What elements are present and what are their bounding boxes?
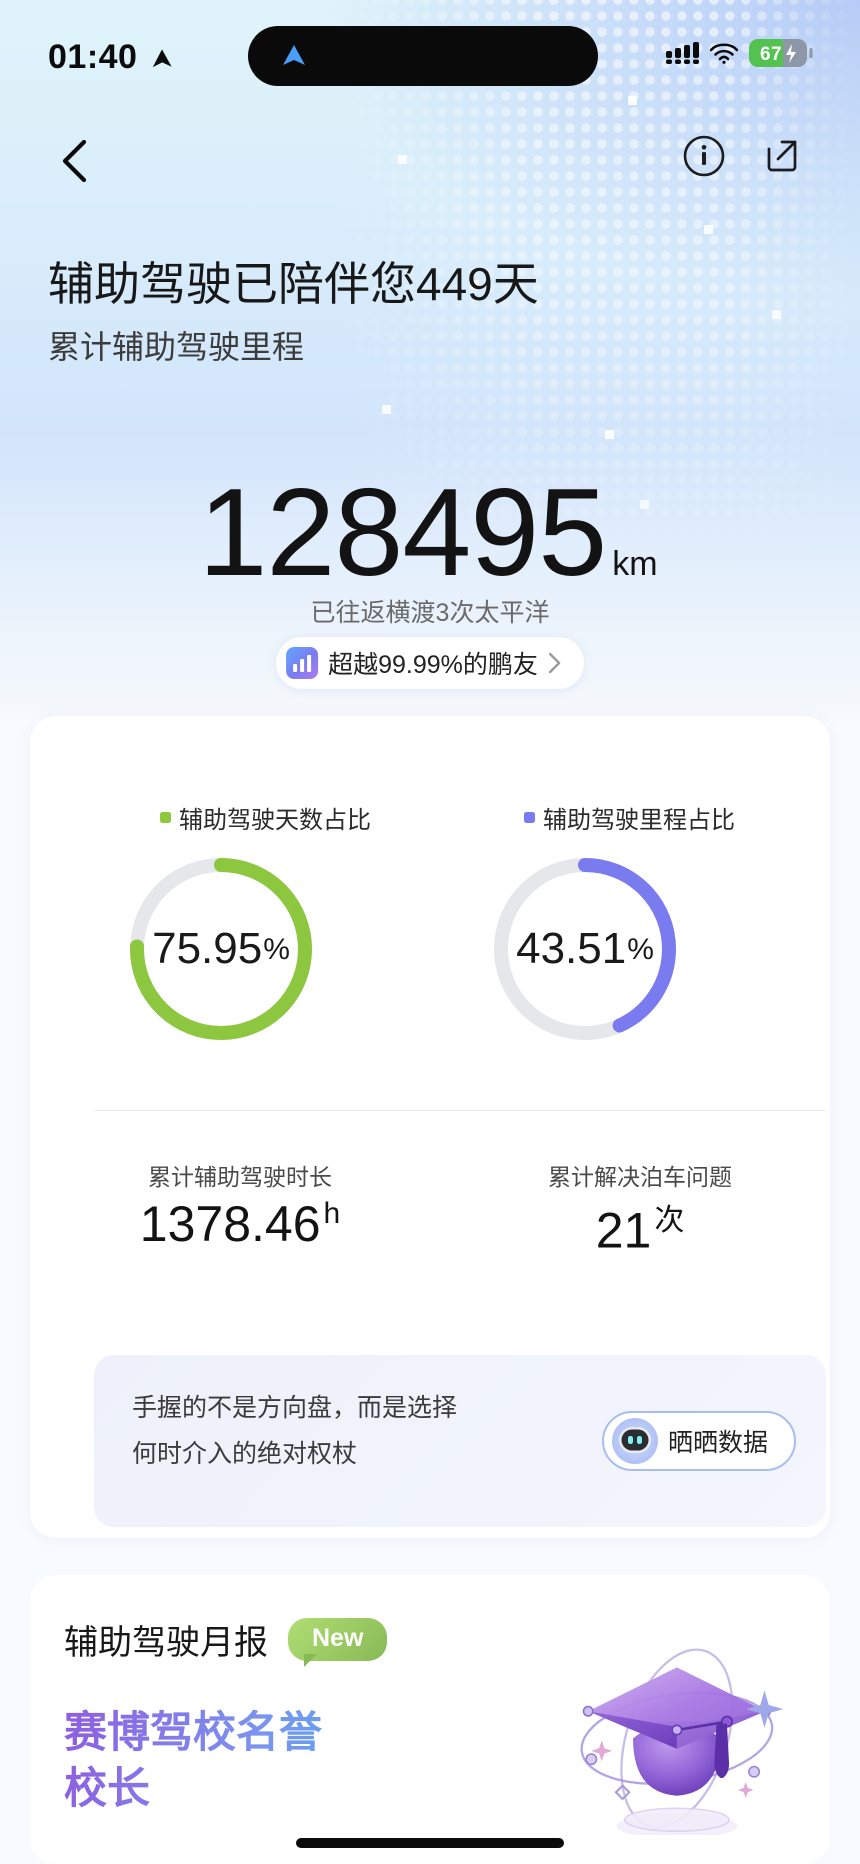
svg-text:6: 6 — [760, 44, 771, 65]
svg-text:7: 7 — [771, 44, 782, 65]
